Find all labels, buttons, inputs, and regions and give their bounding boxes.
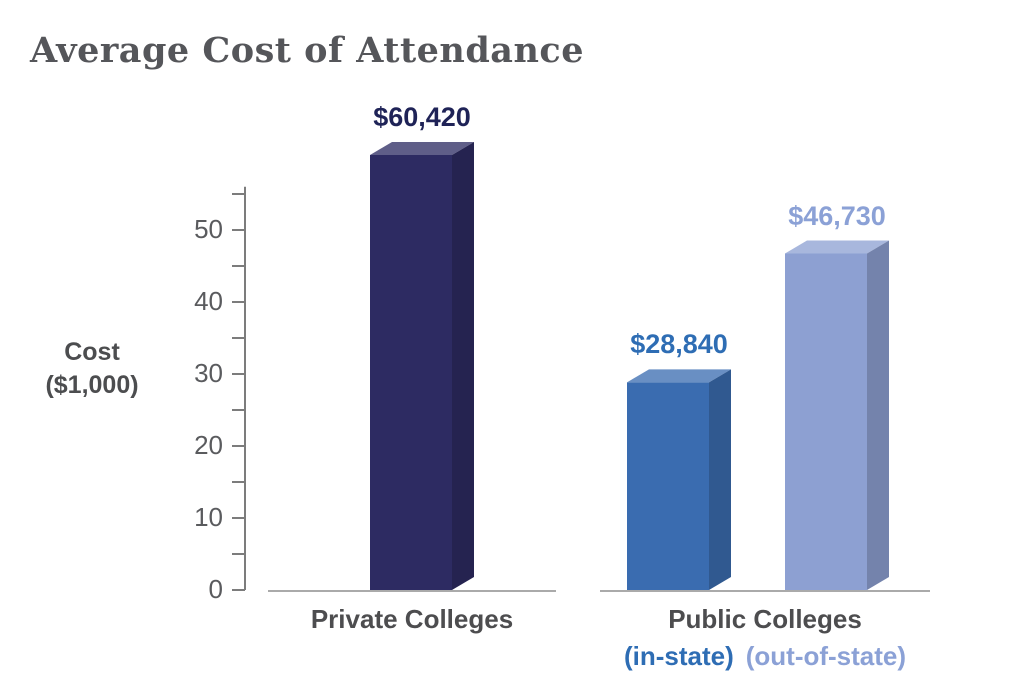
bar-value-label: $46,730 <box>788 200 886 231</box>
y-tick-label: 40 <box>194 286 223 316</box>
y-axis-title-line2: ($1,000) <box>45 371 139 399</box>
bar-top-face <box>627 369 731 383</box>
bar-top-face <box>370 141 474 155</box>
bar-front-face <box>785 253 867 590</box>
y-axis-title-line1: Cost <box>64 338 120 366</box>
bar-public-colleges-out-of-state- <box>785 240 889 590</box>
bar-private-colleges <box>370 141 474 590</box>
y-tick-label: 10 <box>194 502 223 532</box>
bar-side-face <box>452 141 474 590</box>
x-category-sublabel: (out-of-state) <box>745 641 907 671</box>
y-tick-label: 50 <box>194 214 223 244</box>
bar-top-face <box>785 240 889 254</box>
y-tick-label: 20 <box>194 430 223 460</box>
bar-front-face <box>370 154 452 590</box>
x-category-label: Public Colleges <box>668 604 862 634</box>
x-category-label: Private Colleges <box>310 604 514 634</box>
x-category-sublabels: (in-state) (out-of-state) <box>624 641 906 672</box>
y-tick-label: 0 <box>208 574 223 604</box>
x-category-sublabel: (in-state) <box>623 641 734 671</box>
y-tick-label: 30 <box>194 358 223 388</box>
bar-public-colleges-in-state- <box>627 369 731 590</box>
y-axis-title: Cost ($1,000) <box>22 336 162 402</box>
bar-side-face <box>867 240 889 590</box>
bar-side-face <box>709 369 731 590</box>
bar-front-face <box>627 382 709 590</box>
bar-value-label: $60,420 <box>373 101 471 132</box>
chart-title: Average Cost of Attendance <box>30 30 584 71</box>
bar-value-label: $28,840 <box>630 329 728 360</box>
